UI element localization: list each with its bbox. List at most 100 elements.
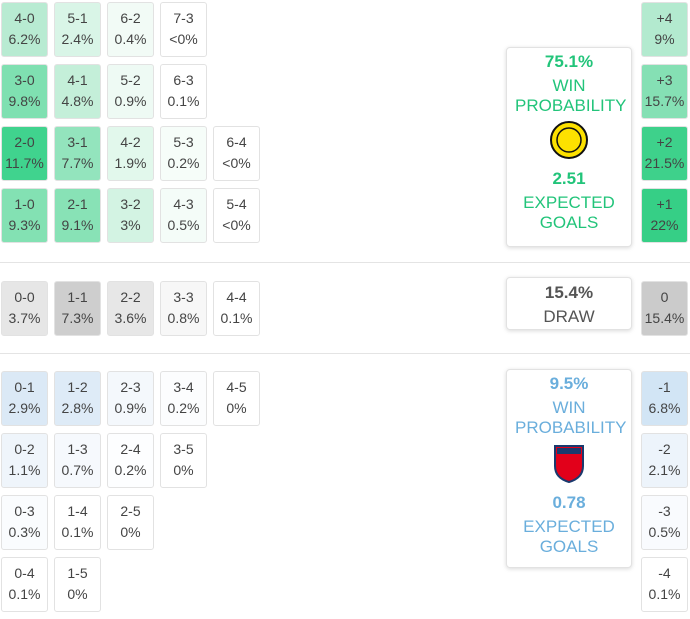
score: +3 [656, 72, 673, 88]
probability: 15.4% [644, 310, 685, 326]
score: 5-2 [120, 72, 141, 88]
score: 1-0 [14, 196, 35, 212]
score-cell: -4 0.1% [641, 557, 688, 612]
probability: 0.1% [8, 586, 41, 602]
score-cell: -1 6.8% [641, 371, 688, 426]
score: 5-4 [226, 196, 247, 212]
score-cell: 2-3 0.9% [107, 371, 154, 426]
probability: 2.1% [648, 462, 681, 478]
score: 4-2 [120, 134, 141, 150]
score: 3-1 [67, 134, 88, 150]
probability: 0.1% [220, 310, 253, 326]
score-cell: 2-2 3.6% [107, 281, 154, 336]
score: 0-2 [14, 441, 35, 457]
probability: 2.9% [8, 400, 41, 416]
score: 4-0 [14, 10, 35, 26]
score-cell: 0-1 2.9% [1, 371, 48, 426]
probability: 4.8% [61, 93, 94, 109]
score-cell: 4-4 0.1% [213, 281, 260, 336]
score-cell: 1-4 0.1% [54, 495, 101, 550]
probability: 1.1% [8, 462, 41, 478]
score-cell: 1-0 9.3% [1, 188, 48, 243]
score: 7-3 [173, 10, 194, 26]
score-cell: 0-2 1.1% [1, 433, 48, 488]
probability: 0.3% [8, 524, 41, 540]
score: 3-0 [14, 72, 35, 88]
score: 0-0 [14, 289, 35, 305]
score: 5-1 [67, 10, 88, 26]
probability: 0% [67, 586, 88, 602]
probability: 11.7% [5, 155, 44, 171]
score: 0-3 [14, 503, 35, 519]
score: 6-4 [226, 134, 247, 150]
score: +1 [656, 196, 673, 212]
score: 1-3 [67, 441, 88, 457]
probability: 0.9% [114, 93, 147, 109]
score: 2-0 [14, 134, 35, 150]
probability: <0% [222, 217, 251, 233]
probability: 3% [120, 217, 141, 233]
score-cell: +3 15.7% [641, 64, 688, 119]
score-cell: -3 0.5% [641, 495, 688, 550]
score-cell: 1-2 2.8% [54, 371, 101, 426]
score: 2-3 [120, 379, 141, 395]
draw-pct: 15.4% [544, 283, 594, 302]
probability: 15.7% [644, 93, 685, 109]
win-label: WIN PROBABILITY [515, 398, 627, 437]
probability: 9.8% [8, 93, 41, 109]
score-cell: 3-4 0.2% [160, 371, 207, 426]
probability: 0.2% [167, 155, 200, 171]
probability: 0.1% [648, 586, 681, 602]
expected-goals: 0.78 [552, 493, 586, 512]
probability: 0.4% [114, 31, 147, 47]
probability: 0.5% [648, 524, 681, 540]
score-cell: 4-1 4.8% [54, 64, 101, 119]
expected-goals: 2.51 [552, 169, 586, 188]
score: 1-2 [67, 379, 88, 395]
score: 3-4 [173, 379, 194, 395]
score: 3-2 [120, 196, 141, 212]
xg-label: EXPECTED GOALS [523, 517, 615, 556]
score: 2-5 [120, 503, 141, 519]
score-cell: 0 15.4% [641, 281, 688, 336]
score-cell: 4-3 0.5% [160, 188, 207, 243]
score-cell: +2 21.5% [641, 126, 688, 181]
score-cell: -2 2.1% [641, 433, 688, 488]
probability: 2.4% [61, 31, 94, 47]
score-cell: 6-2 0.4% [107, 2, 154, 57]
score-cell: 3-3 0.8% [160, 281, 207, 336]
probability: 0.9% [114, 400, 147, 416]
score: -3 [658, 503, 671, 519]
score-cell: +4 9% [641, 2, 688, 57]
score-cell: 1-3 0.7% [54, 433, 101, 488]
probability: 7.3% [61, 310, 94, 326]
probability: 0.8% [167, 310, 200, 326]
probability: 21.5% [644, 155, 685, 171]
score: 0-4 [14, 565, 35, 581]
score-cell: 2-1 9.1% [54, 188, 101, 243]
probability: 0% [173, 462, 194, 478]
score-cell: 5-1 2.4% [54, 2, 101, 57]
score: 5-3 [173, 134, 194, 150]
probability: <0% [169, 31, 198, 47]
probability: 3.6% [114, 310, 147, 326]
win-pct: 75.1% [544, 52, 594, 71]
probability: 22% [650, 217, 679, 233]
score-cell: 1-5 0% [54, 557, 101, 612]
team-logo [554, 445, 584, 484]
divider [0, 353, 690, 354]
score-cell: 0-3 0.3% [1, 495, 48, 550]
divider [0, 262, 690, 263]
probability: 9.1% [61, 217, 94, 233]
score: 2-2 [120, 289, 141, 305]
probability: 7.7% [61, 155, 94, 171]
score-cell: 5-4 <0% [213, 188, 260, 243]
probability: 1.9% [114, 155, 147, 171]
score: 4-4 [226, 289, 247, 305]
win-pct: 9.5% [549, 374, 589, 393]
away-summary: 9.5% WIN PROBABILITY 0.78 EXPECTED GOALS [506, 369, 632, 568]
probability: 0.7% [61, 462, 94, 478]
draw-label: DRAW [543, 307, 595, 326]
probability: 3.7% [8, 310, 41, 326]
